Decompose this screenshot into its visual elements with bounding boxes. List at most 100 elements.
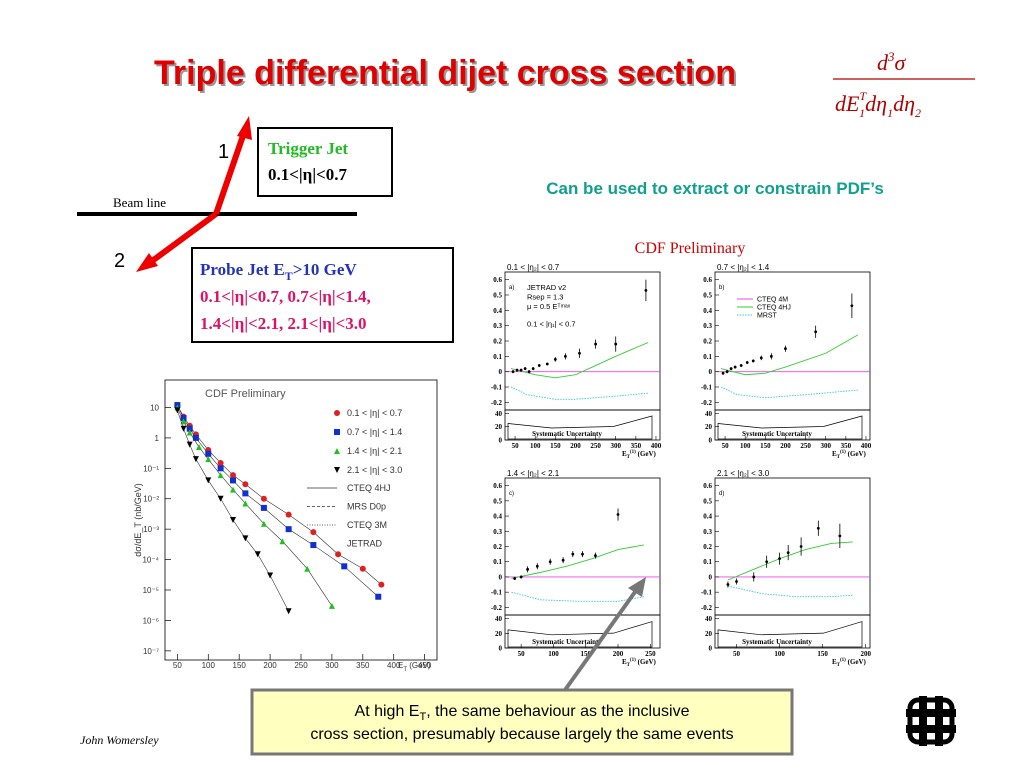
y-tick-label: 0.6: [493, 276, 502, 284]
panel-title: 1.4 < |η₂| < 2.1: [507, 469, 560, 478]
y-tick-label: 1: [155, 434, 160, 443]
y-tick-label: 0.4: [493, 307, 502, 315]
pdf-note: Can be used to extract or constrain PDF’…: [546, 179, 884, 198]
data-point: [515, 368, 519, 372]
y2-tick-label: 40: [495, 615, 503, 623]
t: At high E: [355, 703, 420, 720]
label-part: (1): [630, 450, 636, 455]
data-point: [519, 575, 523, 579]
data-point: [838, 534, 842, 538]
legend-label: 0.1 < |η| < 0.7: [347, 408, 402, 418]
x-tick-label: 100: [740, 442, 751, 450]
data-point: [786, 551, 790, 554]
y2-tick-label: 40: [495, 410, 503, 418]
y2-tick-label: 20: [705, 423, 713, 431]
y-tick-label: -0.2: [491, 604, 503, 612]
data-point: [304, 565, 311, 572]
y-tick-label: 0.5: [493, 292, 502, 300]
x-tick-label: 50: [512, 442, 520, 450]
data-point: [205, 450, 212, 457]
t: T: [419, 711, 426, 723]
y-tick-label: 0.3: [493, 528, 502, 536]
data-point: [735, 580, 738, 583]
y2-tick-label: 20: [495, 630, 503, 638]
legend-label: CTEQ 4HJ: [347, 483, 391, 493]
panel-tag: b): [719, 285, 724, 291]
data-point: [745, 361, 749, 364]
y-tick-label: -0.1: [491, 384, 503, 392]
y-tick-label: 10⁻⁴: [142, 556, 159, 565]
y-tick-label: 0.6: [493, 482, 502, 490]
y-tick-label: 0.1: [493, 558, 502, 566]
main-plot: CDF Preliminary 10 1 10⁻¹ 10⁻² 10⁻³ 10⁻⁴ 10⁻⁵ 10…: [133, 379, 438, 673]
callout-box: [250, 688, 794, 756]
x-tick-label: 300: [610, 442, 621, 450]
y-tick-label: -0.2: [701, 604, 713, 612]
data-point: [254, 551, 261, 558]
t: >10 GeV: [293, 260, 358, 279]
y-tick-label: -0.2: [491, 399, 503, 407]
data-point: [279, 538, 286, 545]
y2-tick-label: 20: [705, 630, 713, 638]
x-tick-label: 250: [590, 442, 601, 450]
jet-1-label: 1: [218, 141, 229, 163]
f: 2: [915, 106, 921, 120]
data-point: [217, 459, 224, 466]
theory-curve: [727, 541, 853, 581]
data-point: [571, 552, 575, 556]
y-tick-label: 0.1: [703, 353, 712, 361]
data-point: [563, 354, 567, 358]
data-point: [769, 354, 773, 358]
data-point: [310, 529, 317, 536]
panel-note: 0.1 < |η₁| < 0.7: [527, 320, 576, 329]
x-tick-label: 350: [631, 442, 642, 450]
data-point: [192, 456, 199, 463]
data-point: [335, 551, 342, 558]
data-point: [359, 565, 366, 572]
y2-tick-label: 0: [499, 645, 503, 653]
x-tick-label: 300: [820, 442, 831, 450]
x-tick-label: 150: [233, 661, 247, 670]
y-tick-label: 0.4: [493, 513, 502, 521]
data-point: [537, 364, 541, 367]
x-tick-label: 200: [263, 661, 277, 670]
x-tick-label: 300: [325, 661, 339, 670]
data-point: [230, 472, 236, 479]
t: T: [285, 269, 293, 283]
data-point: [260, 520, 267, 527]
formula-den: dET 1dη1dη2: [835, 89, 921, 120]
data-point: [180, 418, 187, 425]
x-tick-label: 400: [861, 442, 872, 450]
legend-label: MRST: [757, 313, 778, 320]
panel-note: Rsep = 1.3: [527, 293, 563, 302]
x-tick-label: 450: [418, 661, 432, 670]
y-tick-label: 0.3: [703, 322, 712, 330]
author: John Womersley: [80, 733, 159, 747]
data-point: [328, 602, 335, 609]
x-tick-label: 250: [294, 661, 308, 670]
data-point: [196, 444, 202, 451]
data-point: [285, 511, 292, 518]
panel-title: 0.1 < |η₂| < 0.7: [507, 263, 560, 272]
data-point: [519, 368, 523, 372]
f: dη: [865, 91, 887, 116]
t: , the same behaviour as the inclusive: [426, 703, 689, 720]
x-tick-label: 100: [548, 650, 559, 658]
y-tick-label: 0.4: [703, 307, 712, 315]
trigger-box: [257, 127, 393, 197]
x-tick-label: 200: [780, 442, 791, 450]
y-tick-label: 0.6: [703, 276, 712, 284]
data-point: [752, 575, 756, 579]
fermilab-logo: [906, 696, 956, 746]
legend-label: JETRAD: [347, 539, 383, 549]
data-point: [192, 434, 199, 441]
f: dη: [893, 91, 915, 116]
panel-title: 0.7 < |η₂| < 1.4: [717, 263, 770, 272]
data-point: [594, 554, 597, 558]
y-tick-label: 0: [709, 573, 713, 581]
data-point: [759, 356, 763, 360]
y-tick-label: 0.3: [493, 322, 502, 330]
logo-part: [935, 696, 943, 746]
x-tick-label: 50: [173, 661, 182, 670]
data-point: [285, 608, 292, 615]
